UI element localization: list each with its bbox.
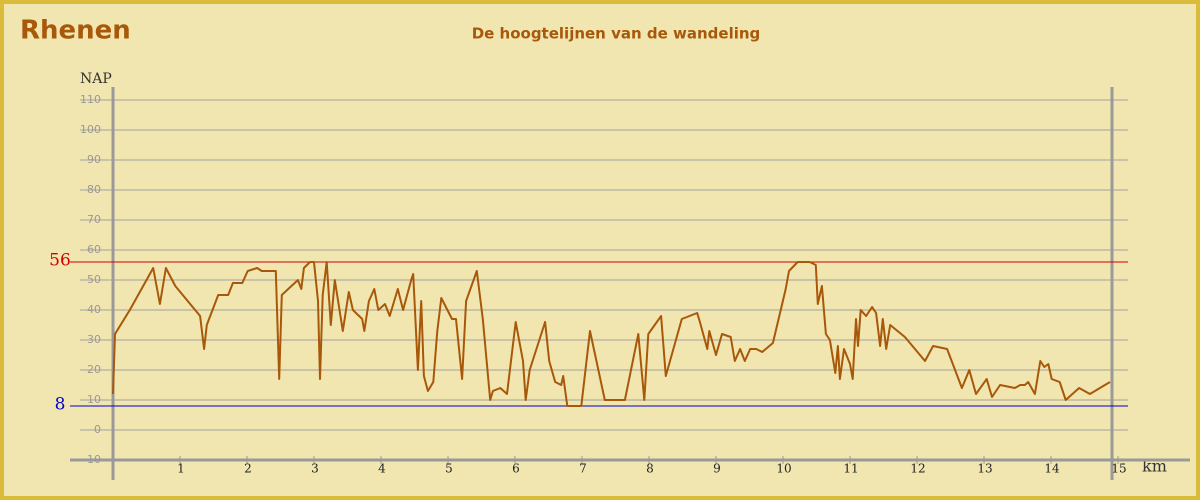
y-tick-label: 40 (87, 303, 101, 316)
y-tick-label: -10 (83, 453, 101, 466)
y-tick-label: 20 (87, 363, 101, 376)
x-tick-label: 10 (776, 462, 791, 476)
y-tick-label: 10 (87, 393, 101, 406)
y-tick-label: 60 (87, 243, 101, 256)
y-tick-label: 0 (94, 423, 101, 436)
y-tick-label: 90 (87, 153, 101, 166)
x-tick-label: 12 (910, 462, 925, 476)
y-tick-label: 80 (87, 183, 101, 196)
x-tick-label: 7 (579, 462, 587, 476)
y-tick-label: 50 (87, 273, 101, 286)
x-tick-label: 1 (177, 462, 185, 476)
x-tick-label: 6 (512, 462, 520, 476)
max-line-label: 56 (49, 251, 71, 271)
chart-subtitle: De hoogtelijnen van de wandeling (472, 25, 761, 43)
x-tick-label: 9 (713, 462, 721, 476)
y-tick-label: 100 (80, 123, 101, 136)
y-tick-label: 110 (80, 93, 101, 106)
x-tick-label: 13 (977, 462, 992, 476)
min-line-label: 8 (55, 395, 66, 415)
y-axis-label: NAP (80, 71, 112, 87)
y-tick-label: 70 (87, 213, 101, 226)
x-tick-label: 8 (646, 462, 654, 476)
x-tick-label: 11 (843, 462, 858, 476)
x-tick-label: 5 (445, 462, 453, 476)
x-tick-label: 4 (378, 462, 386, 476)
x-tick-label: 2 (244, 462, 252, 476)
grid (80, 99, 1128, 461)
x-tick-label: 14 (1044, 462, 1060, 476)
elevation-line (112, 261, 1111, 407)
y-tick-label: 30 (87, 333, 101, 346)
x-tick-label: 15 (1111, 462, 1126, 476)
x-tick-label: 3 (311, 462, 319, 476)
chart-title: Rhenen (20, 16, 131, 46)
